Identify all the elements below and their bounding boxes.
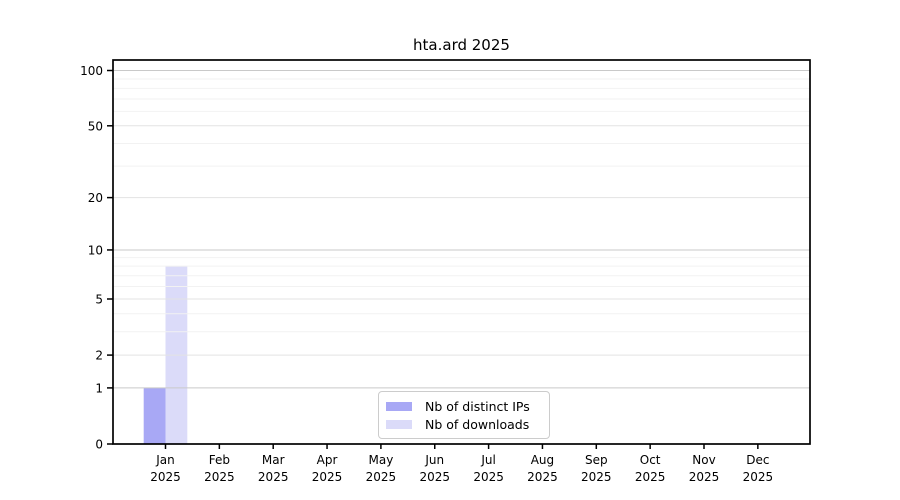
y-tick-label: 0 (95, 438, 103, 452)
x-tick-label-month: Jan (155, 453, 175, 467)
y-tick-label: 100 (80, 64, 103, 78)
legend-item: Nb of downloads (386, 415, 541, 433)
x-tick-label-month: Nov (692, 453, 715, 467)
x-tick-label-month: Mar (262, 453, 285, 467)
x-tick-label-year: 2025 (312, 470, 343, 484)
x-tick-label-month: May (368, 453, 393, 467)
y-tick-label: 10 (88, 243, 103, 257)
legend-label: Nb of distinct IPs (425, 398, 530, 414)
x-tick-label-month: Apr (317, 453, 338, 467)
y-tick-label: 2 (95, 349, 103, 363)
legend-swatch-distinct-ips (386, 401, 412, 411)
y-tick-label: 50 (88, 119, 103, 133)
plot-frame (112, 59, 811, 445)
x-tick-label-month: Dec (746, 453, 769, 467)
x-tick-label-year: 2025 (366, 470, 397, 484)
legend-label: Nb of downloads (425, 416, 530, 432)
x-tick-label-month: Jun (424, 453, 444, 467)
x-tick-label-year: 2025 (150, 470, 181, 484)
x-tick-label-year: 2025 (635, 470, 666, 484)
x-tick-label-year: 2025 (743, 470, 774, 484)
x-tick-label-month: Aug (531, 453, 554, 467)
x-tick-label-year: 2025 (419, 470, 450, 484)
x-tick-label-month: Oct (640, 453, 661, 467)
y-tick-label: 5 (95, 292, 103, 306)
x-tick-label-year: 2025 (473, 470, 504, 484)
x-tick-label-year: 2025 (581, 470, 612, 484)
x-tick-label-month: Sep (585, 453, 608, 467)
x-tick-label-month: Feb (209, 453, 230, 467)
x-tick-label-year: 2025 (204, 470, 235, 484)
legend-item: Nb of distinct IPs (386, 397, 541, 415)
x-tick-label-year: 2025 (258, 470, 289, 484)
legend-swatch-downloads (386, 419, 412, 429)
x-tick-label-year: 2025 (527, 470, 558, 484)
x-tick-label-month: Jul (480, 453, 495, 467)
bar-nb-of-distinct-ips-jan (143, 387, 166, 444)
chart-title: hta.ard 2025 (413, 36, 510, 54)
x-tick-label-year: 2025 (689, 470, 720, 484)
y-tick-label: 20 (88, 191, 103, 205)
legend: Nb of distinct IPs Nb of downloads (378, 391, 550, 439)
y-tick-label: 1 (95, 381, 103, 395)
